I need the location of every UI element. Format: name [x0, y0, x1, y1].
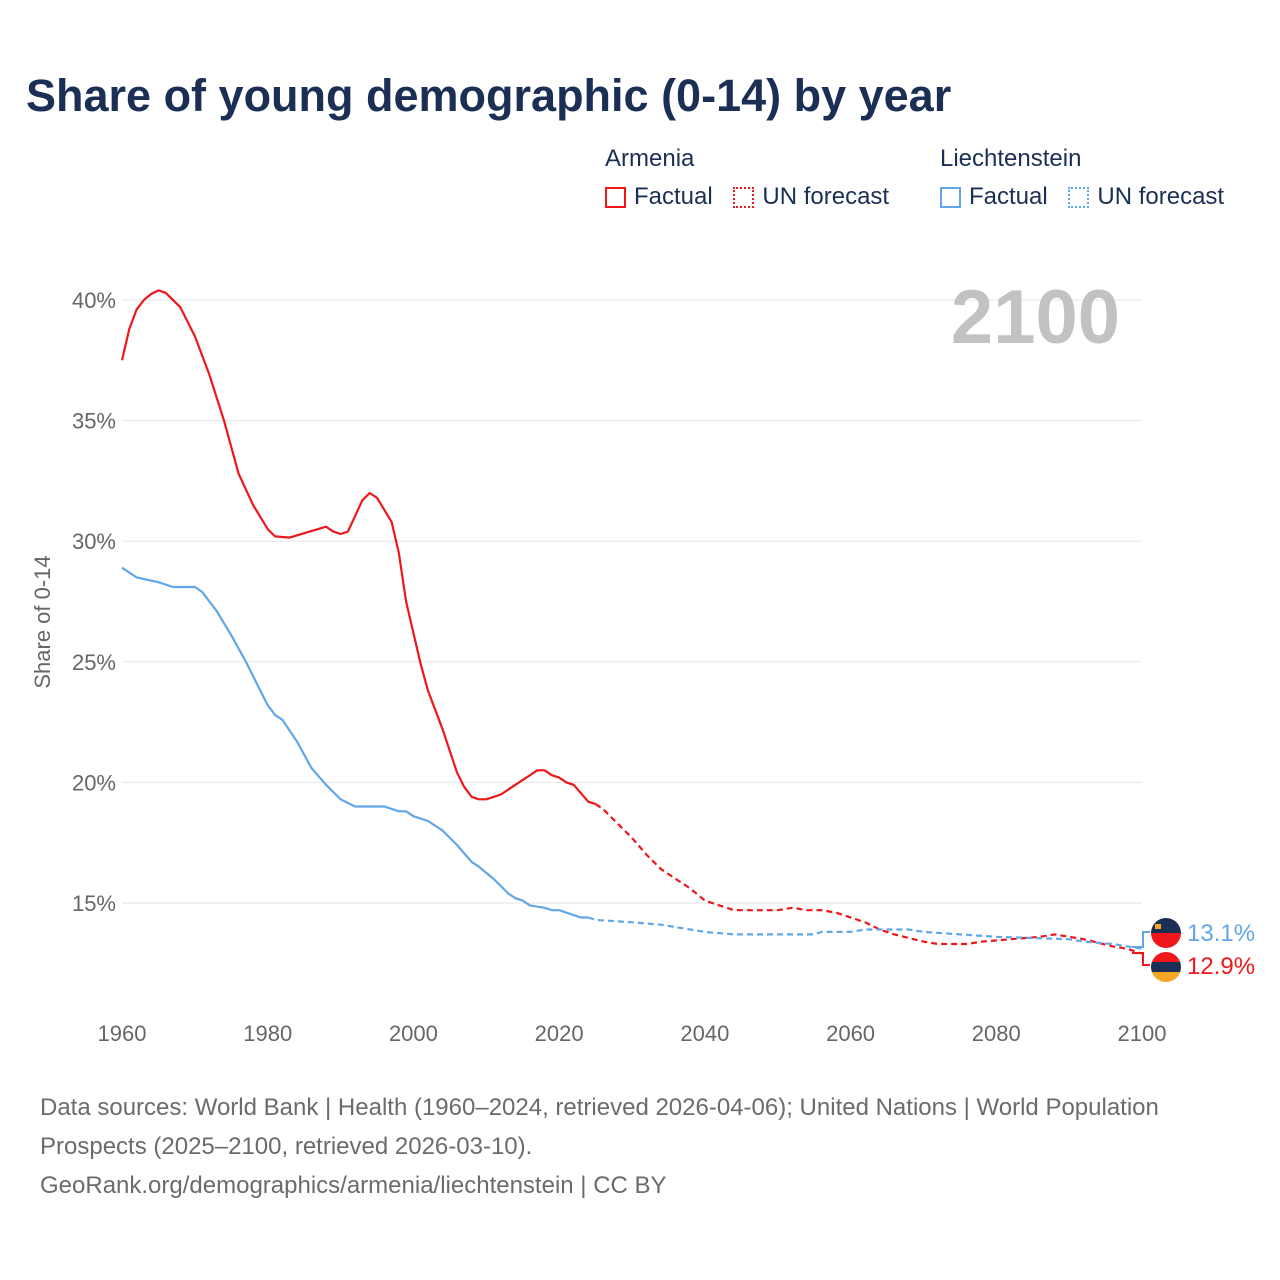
x-tick-label: 2040	[680, 1021, 729, 1046]
end-label-liechtenstein: 13.1%	[1187, 920, 1255, 947]
legend-item-factual[interactable]: Factual	[605, 183, 713, 211]
chart-title: Share of young demographic (0-14) by yea…	[26, 70, 952, 121]
legend-swatch	[1068, 186, 1090, 208]
x-tick-label: 2000	[389, 1021, 438, 1046]
end-label-armenia: 12.9%	[1187, 953, 1255, 980]
legend-country: Liechtenstein	[940, 145, 1082, 172]
x-tick-label: 2060	[826, 1021, 875, 1046]
legend-swatch	[733, 186, 755, 208]
y-tick-label: 25%	[72, 650, 116, 675]
legend-item-forecast[interactable]: UN forecast	[733, 183, 889, 211]
legend-country: Armenia	[605, 145, 695, 172]
x-tick-label: 2100	[1118, 1021, 1167, 1046]
legend-swatch	[605, 186, 626, 208]
legend-label: Factual	[969, 183, 1048, 210]
legend-armenia: Armenia Factual UN forecast	[605, 145, 903, 215]
y-tick-label: 30%	[72, 529, 116, 554]
x-tick-label: 2020	[535, 1021, 584, 1046]
footer: Data sources: World Bank | Health (1960–…	[40, 1088, 1190, 1205]
line-chart: 15% 20% 25% 30% 35% 40% 1960 1980 2000 2020 2040 20…	[30, 275, 1255, 1046]
source-link[interactable]: GeoRank.org/demographics/armenia/liechte…	[40, 1172, 667, 1199]
series-armenia-factual	[120, 289, 596, 806]
y-tick-label: 20%	[72, 770, 116, 795]
y-axis-label: Share of 0-14	[30, 555, 55, 688]
legend-swatch	[940, 186, 961, 208]
liechtenstein-flag-icon	[1151, 918, 1181, 948]
connector-armenia	[1132, 952, 1150, 966]
legend-label: UN forecast	[762, 183, 890, 210]
year-watermark: 2100	[951, 275, 1120, 360]
y-tick-label: 40%	[72, 288, 116, 313]
legend-label: UN forecast	[1097, 183, 1225, 210]
legend-label: Factual	[634, 183, 713, 210]
series-liechtenstein-factual	[121, 566, 589, 919]
legend-item-forecast[interactable]: UN forecast	[1068, 183, 1224, 211]
x-tick-label: 1980	[243, 1021, 292, 1046]
x-tick-label: 2080	[972, 1021, 1021, 1046]
data-sources: Data sources: World Bank | Health (1960–…	[40, 1094, 1159, 1160]
armenia-flag-icon	[1151, 952, 1181, 982]
y-tick-label: 35%	[72, 409, 116, 434]
x-tick-label: 1960	[98, 1021, 147, 1046]
legend-liechtenstein: Liechtenstein Factual UN forecast	[940, 145, 1238, 215]
legend-item-factual[interactable]: Factual	[940, 183, 1048, 211]
y-tick-label: 15%	[72, 891, 116, 916]
series-liechtenstein-forecast	[587, 916, 1143, 950]
series-armenia-forecast	[594, 803, 1143, 955]
connector-liechtenstein	[1132, 931, 1150, 948]
